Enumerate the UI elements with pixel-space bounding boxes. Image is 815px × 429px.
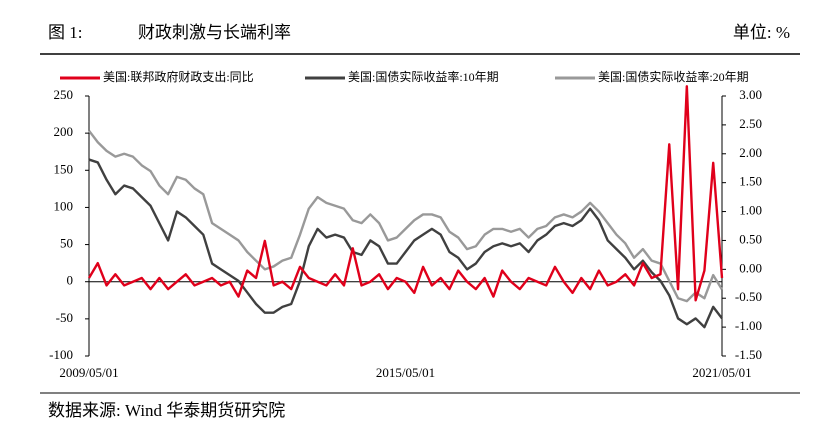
y-tick-label: 150: [54, 161, 74, 176]
x-tick-label: 2015/05/01: [376, 365, 435, 380]
series-line: [88, 129, 724, 303]
y-tick-label: 200: [54, 124, 74, 139]
x-tick-label: 2021/05/01: [692, 365, 751, 380]
y2-tick-label: 0.50: [739, 231, 762, 246]
y-tick-label: 250: [54, 87, 74, 102]
y2-tick-label: -0.50: [735, 289, 762, 304]
y-tick-label: -50: [56, 310, 73, 325]
y-tick-label: -100: [49, 347, 73, 362]
y2-tick-label: 0.00: [739, 260, 762, 275]
series-line: [88, 158, 723, 329]
y2-tick-label: -1.50: [735, 347, 762, 362]
x-tick-label: 2009/05/01: [59, 365, 118, 380]
legend-label: 美国:联邦政府财政支出:同比: [103, 69, 254, 84]
legend-label: 美国:国债实际收益率:10年期: [348, 69, 499, 84]
y-tick-label: 100: [54, 198, 74, 213]
y2-tick-label: 2.50: [739, 116, 762, 131]
y-tick-label: 50: [60, 236, 73, 251]
legend-label: 美国:国债实际收益率:20年期: [598, 69, 749, 84]
y2-tick-label: -1.00: [735, 318, 762, 333]
y2-tick-label: 3.00: [739, 87, 762, 102]
figure-label: 图 1:: [48, 23, 82, 42]
y2-tick-label: 1.50: [739, 174, 762, 189]
y-tick-label: 0: [67, 273, 74, 288]
y2-tick-label: 1.00: [739, 203, 762, 218]
unit-label: 单位: %: [733, 23, 790, 42]
y2-tick-label: 2.00: [739, 145, 762, 160]
series-line: [87, 85, 724, 302]
source: 数据来源: Wind 华泰期货研究院: [48, 401, 285, 420]
chart-title: 财政刺激与长端利率: [138, 23, 291, 42]
